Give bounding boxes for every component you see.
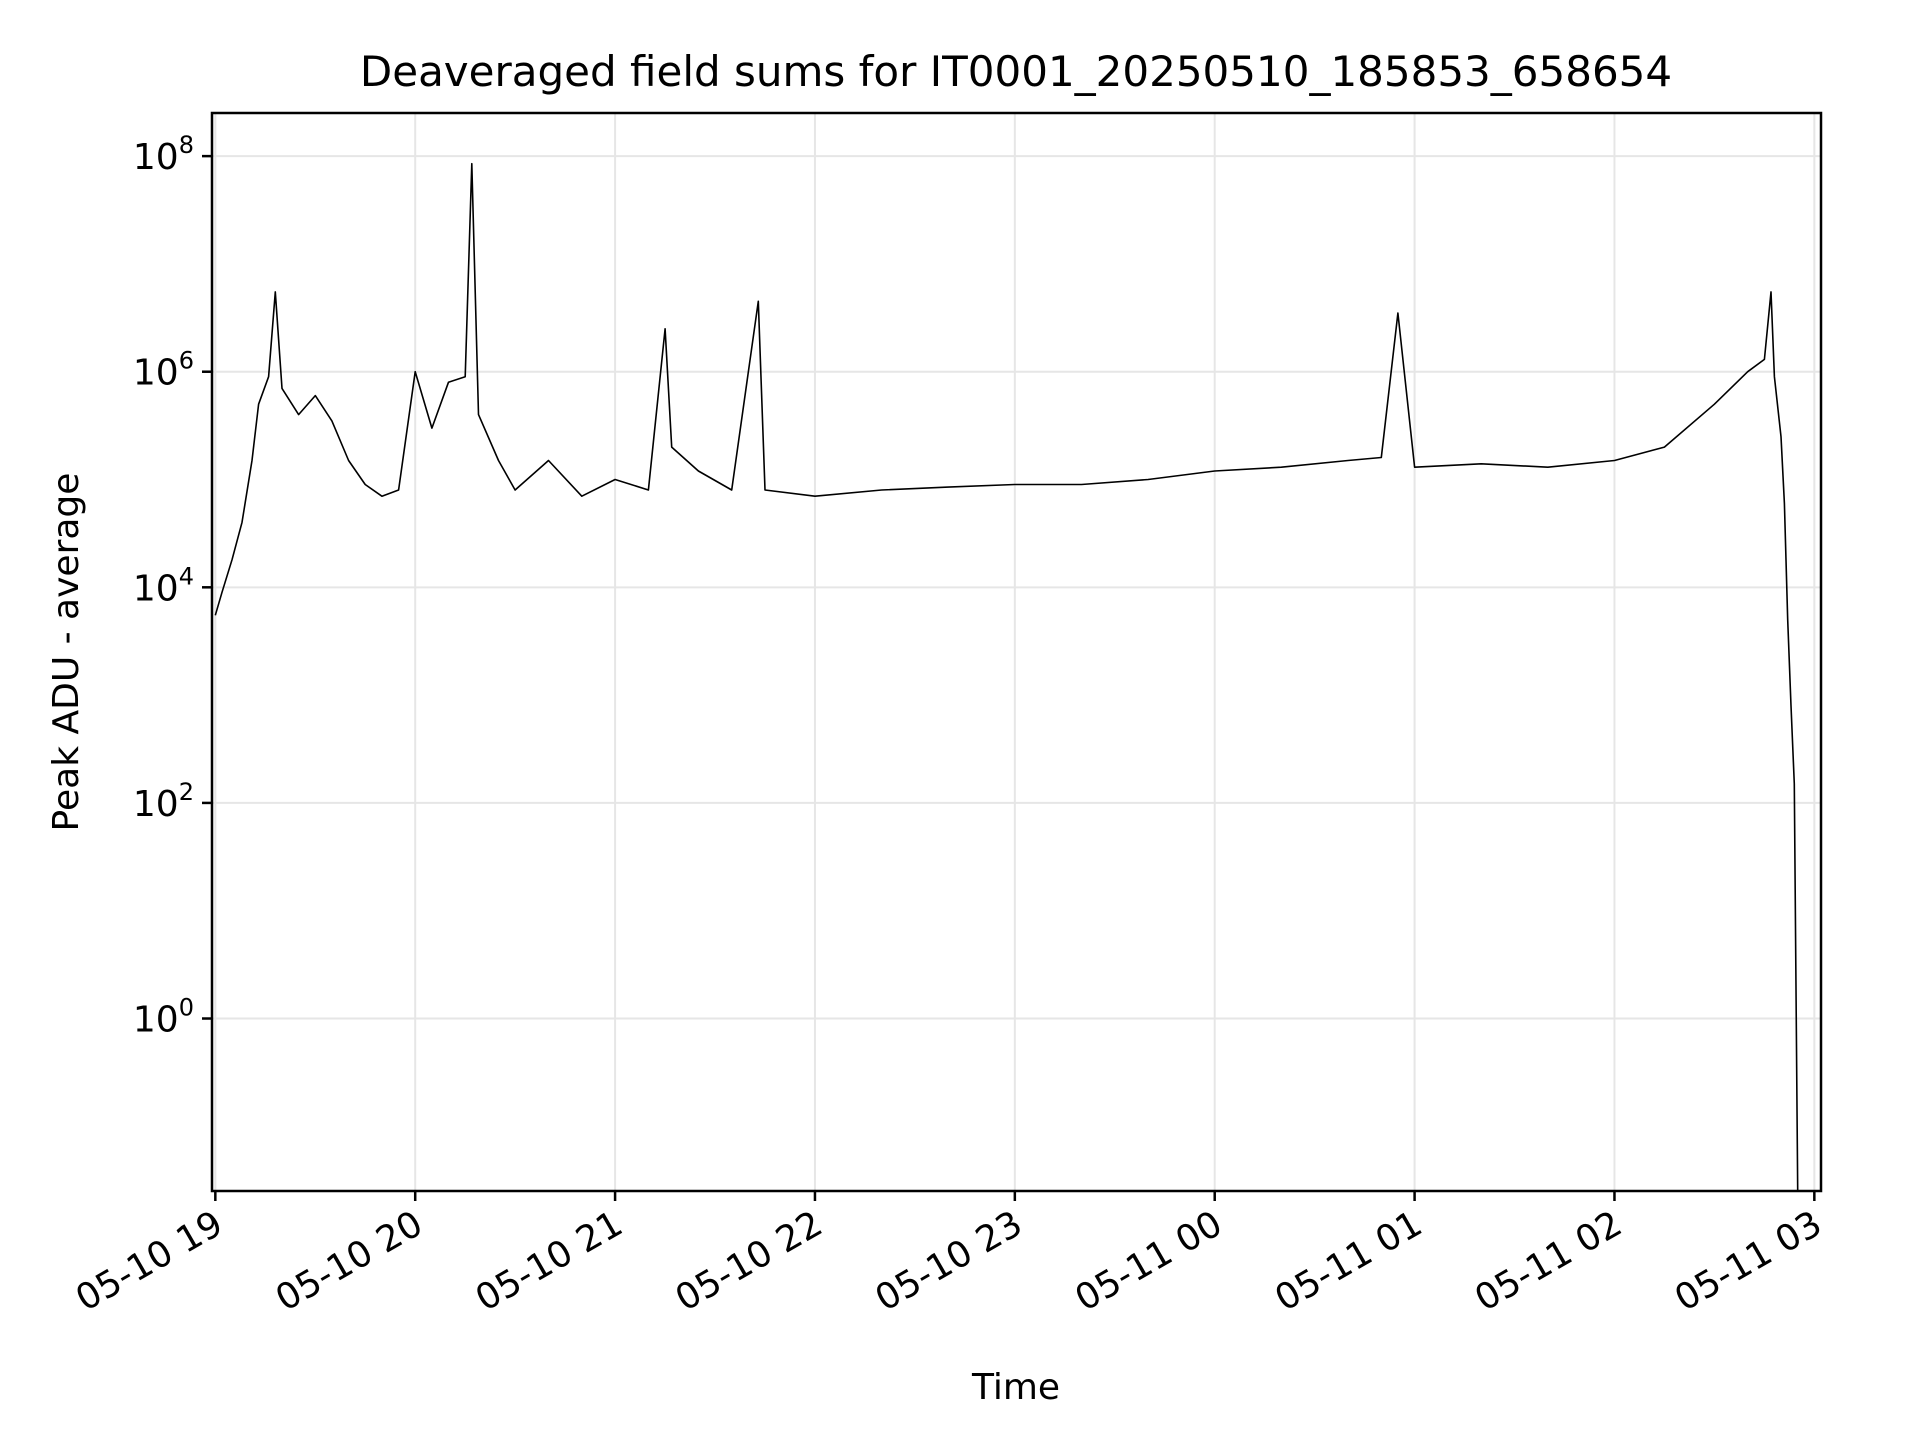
y-axis-label: Peak ADU - average bbox=[46, 473, 87, 832]
y-tick-base: 10 bbox=[133, 784, 179, 825]
y-tick-label: 102 bbox=[133, 778, 194, 825]
y-tick-base: 10 bbox=[133, 137, 179, 178]
plot-frame bbox=[210, 111, 1823, 1193]
y-tick-label: 106 bbox=[133, 347, 194, 394]
y-tick-exponent: 4 bbox=[179, 562, 194, 590]
y-tick-base: 10 bbox=[133, 353, 179, 394]
series-line bbox=[214, 162, 1799, 1192]
grid-layer bbox=[212, 113, 1821, 1191]
y-tick-exponent: 8 bbox=[179, 131, 194, 159]
y-tick-base: 10 bbox=[133, 1000, 179, 1041]
chart-title: Deaveraged field sums for IT0001_2025051… bbox=[360, 47, 1672, 96]
y-tick-label: 100 bbox=[133, 994, 194, 1041]
x-axis-label: Time bbox=[971, 1367, 1060, 1408]
y-tick-label: 108 bbox=[133, 131, 194, 178]
y-tick-exponent: 0 bbox=[179, 994, 194, 1022]
line-layer bbox=[214, 162, 1799, 1192]
y-tick-exponent: 2 bbox=[179, 778, 194, 806]
y-tick-exponent: 6 bbox=[179, 347, 194, 375]
y-tick-base: 10 bbox=[133, 568, 179, 609]
y-tick-label: 104 bbox=[133, 562, 194, 609]
